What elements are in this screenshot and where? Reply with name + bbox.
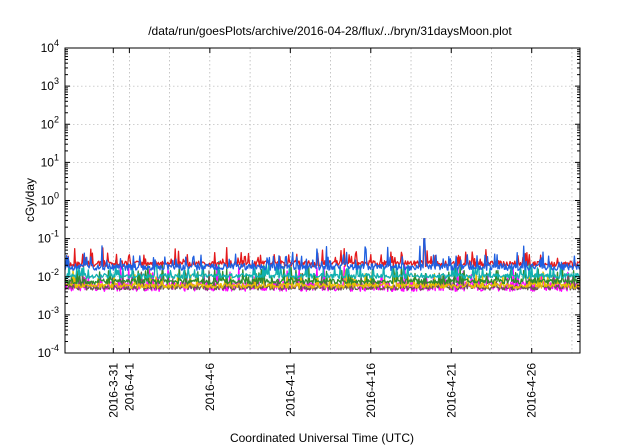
x-tick-label: 2016-3-31 bbox=[106, 363, 120, 418]
y-tick-label: 10-1 bbox=[38, 229, 59, 246]
y-tick-label: 104 bbox=[41, 38, 59, 55]
x-tick-label: 2016-4-1 bbox=[122, 363, 136, 411]
y-tick-label: 100 bbox=[41, 191, 59, 208]
x-tick-label: 2016-4-6 bbox=[203, 363, 217, 411]
x-axis-label: Coordinated Universal Time (UTC) bbox=[230, 431, 414, 445]
y-tick-label: 103 bbox=[41, 76, 59, 93]
series-line bbox=[64, 259, 581, 280]
plot-series bbox=[64, 237, 581, 292]
x-tick-label: 2016-4-21 bbox=[444, 363, 458, 418]
series-line bbox=[64, 264, 581, 285]
y-tick-labels: 10-4 10-3 10-2 10-1 100 101 102 103 104 bbox=[38, 38, 59, 360]
y-tick-label: 101 bbox=[41, 152, 59, 169]
x-tick-label: 2016-4-16 bbox=[364, 363, 378, 418]
grid-lines bbox=[65, 48, 580, 353]
x-tick-label: 2016-4-11 bbox=[283, 363, 297, 417]
chart-title: /data/run/goesPlots/archive/2016-04-28/f… bbox=[148, 24, 512, 38]
y-tick-label: 10-2 bbox=[38, 267, 59, 284]
y-axis-label: cGy/day bbox=[23, 178, 37, 222]
y-tick-label: 10-4 bbox=[38, 343, 59, 360]
y-tick-label: 10-3 bbox=[38, 305, 59, 322]
series-line bbox=[64, 269, 581, 289]
axis-ticks bbox=[65, 47, 580, 354]
y-tick-label: 102 bbox=[41, 114, 59, 131]
x-tick-label: 2016-4-26 bbox=[525, 363, 539, 418]
series-line bbox=[64, 237, 581, 271]
x-tick-labels: 2016-3-31 2016-4-1 2016-4-6 2016-4-11 2016-4… bbox=[106, 363, 538, 418]
